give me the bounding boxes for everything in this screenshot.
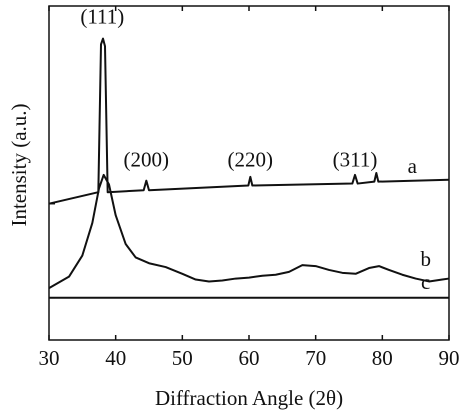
x-tick-label-3: 60 bbox=[239, 346, 260, 370]
annotation-layer: (111) (200) (220) (311) a bc bbox=[80, 4, 431, 294]
series-line-b bbox=[48, 173, 450, 290]
annotation-4: a bbox=[408, 154, 418, 178]
annotation-6: c bbox=[421, 270, 430, 294]
annotation-3: (311) bbox=[333, 147, 378, 171]
annotation-5: b bbox=[420, 247, 431, 271]
annotation-2: (220) bbox=[228, 147, 274, 171]
series-layer bbox=[48, 37, 450, 299]
annotation-0: (111) bbox=[80, 4, 124, 28]
series-line-a bbox=[48, 37, 450, 205]
x-tick-label-4: 70 bbox=[305, 346, 326, 370]
x-tick-label-0: 30 bbox=[39, 346, 60, 370]
x-tick-label-5: 80 bbox=[372, 346, 393, 370]
annotation-1: (200) bbox=[124, 147, 170, 171]
tick-layer: 30 40 50 60 70 80 90 bbox=[39, 6, 460, 370]
y-axis-label: Intensity (a.u.) bbox=[7, 103, 31, 226]
x-tick-label-1: 40 bbox=[105, 346, 126, 370]
x-tick-label-6: 90 bbox=[439, 346, 460, 370]
x-axis-label: Diffraction Angle (2θ) bbox=[155, 386, 343, 410]
x-tick-label-2: 50 bbox=[172, 346, 193, 370]
plot-frame bbox=[48, 5, 450, 341]
